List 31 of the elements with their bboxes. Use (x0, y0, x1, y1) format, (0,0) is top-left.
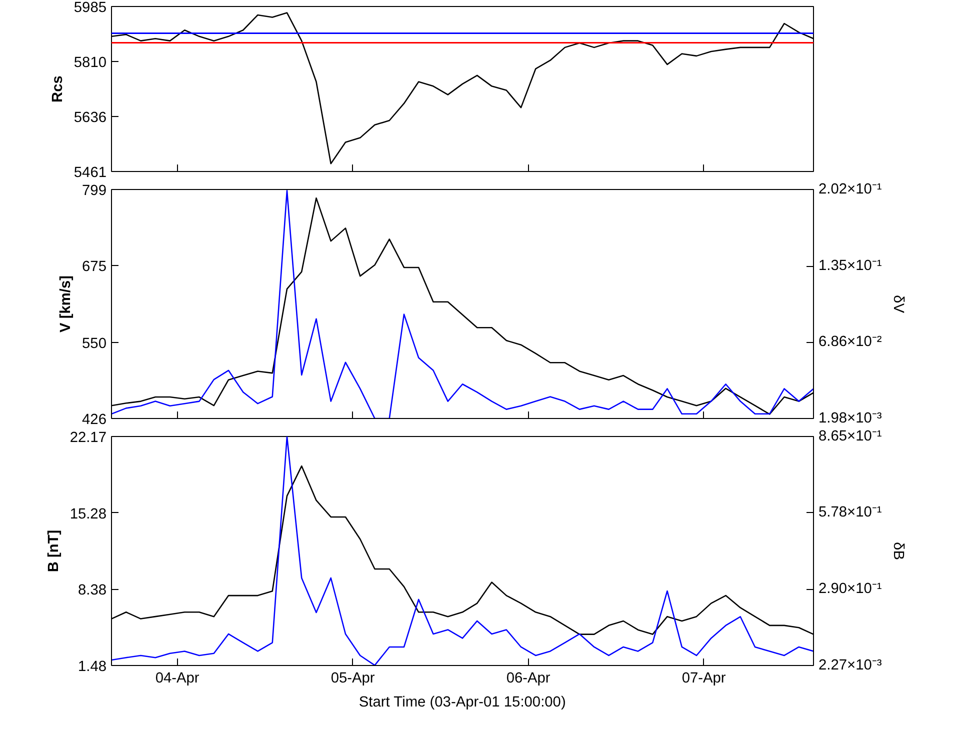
y-axis-title: V [km/s] (58, 275, 74, 333)
y-tick-label: 426 (82, 412, 107, 428)
x-tick-label: 06-Apr (506, 670, 550, 686)
y-tick-label: 675 (82, 259, 107, 276)
y-tick-label: 5985 (74, 0, 107, 16)
y-tick-label: 5461 (74, 165, 107, 181)
y-tick-label: 550 (82, 336, 107, 352)
y-tick-label: 1.48 (78, 659, 107, 675)
y2-axis-title: δB (890, 542, 906, 560)
y2-tick-label: 1.98×10⁻³ (818, 410, 882, 426)
y-tick-label: 5636 (74, 110, 107, 126)
y-axis-title: B [nT] (46, 530, 62, 572)
y-tick-label: 15.28 (70, 506, 107, 522)
y-tick-label: 799 (82, 183, 107, 199)
y-tick-label: 5810 (74, 55, 107, 72)
line-series (112, 436, 814, 666)
x-tick-label: 04-Apr (155, 670, 200, 686)
y-tick-label: 22.17 (70, 430, 107, 446)
x-axis-title: Start Time (03-Apr-01 15:00:00) (358, 694, 566, 710)
y2-tick-label: 2.27×10⁻³ (818, 658, 882, 674)
y2-axis-title: δV (890, 295, 906, 314)
y-tick-label: 8.38 (78, 582, 107, 599)
y2-tick-label: 6.86×10⁻² (818, 334, 882, 350)
x-tick-label: 07-Apr (682, 670, 726, 686)
y2-tick-label: 8.65×10⁻¹ (818, 428, 882, 444)
y2-tick-label: 5.78×10⁻¹ (818, 504, 882, 521)
y2-tick-label: 2.90×10⁻¹ (818, 581, 882, 598)
x-tick-label: 05-Apr (330, 670, 375, 686)
y2-tick-label: 1.35×10⁻¹ (818, 258, 882, 274)
y2-tick-label: 2.02×10⁻¹ (818, 182, 882, 198)
y-axis-title: Rcs (50, 76, 66, 102)
